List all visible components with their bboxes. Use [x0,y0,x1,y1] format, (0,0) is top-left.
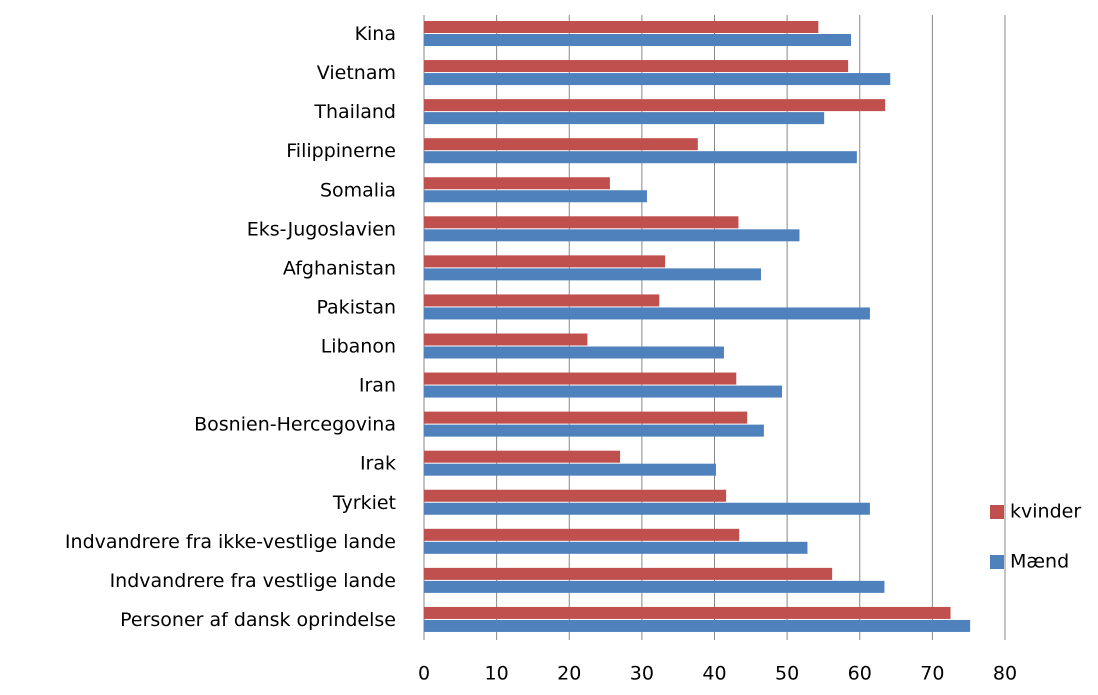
y-tick-label: Personer af dansk oprindelse [120,609,396,631]
bar [424,99,886,112]
bar [424,177,610,190]
legend-swatch [990,505,1004,519]
y-tick-label: Pakistan [316,296,396,318]
bar [424,502,870,515]
y-tick-label: Irak [360,453,396,475]
bar [424,528,740,541]
x-tick-label: 60 [848,663,872,685]
bar [424,138,698,151]
x-tick-label: 10 [485,663,509,685]
y-tick-label: Vietnam [317,62,396,84]
bar [424,567,833,580]
bar [424,580,885,593]
y-tick-label: Thailand [313,101,396,123]
bar [424,112,825,125]
y-tick-label: Afghanistan [283,257,396,279]
bar [424,307,870,320]
bar [424,60,849,73]
bar [424,255,666,268]
y-tick-label: Libanon [321,336,396,358]
y-tick-label: Tyrkiet [332,492,396,514]
y-tick-label: Somalia [320,179,396,201]
bar [424,541,808,554]
y-tick-label: Kina [355,23,396,45]
bar [424,489,727,502]
x-tick-label: 20 [557,663,581,685]
bar [424,346,724,359]
legend-swatch [990,555,1004,569]
bar [424,619,971,632]
bar [424,34,852,46]
legend-label: kvinder [1010,501,1081,523]
bar [424,372,737,385]
bar [424,216,739,229]
bar [424,21,819,33]
x-tick-label: 0 [418,663,430,685]
bar [424,294,660,307]
y-tick-label: Bosnien-Hercegovina [194,414,396,436]
legend-label: Mænd [1010,551,1069,573]
bar [424,190,647,203]
bar [424,268,761,281]
x-tick-label: 80 [993,663,1017,685]
bar [424,450,621,463]
y-tick-label: Indvandrere fra vestlige lande [110,570,396,592]
bar [424,424,764,437]
x-tick-label: 40 [702,663,726,685]
bar [424,333,588,346]
bar [424,463,716,476]
x-tick-label: 30 [630,663,654,685]
y-tick-label: Filippinerne [286,140,396,162]
bar [424,73,891,86]
x-tick-label: 70 [920,663,944,685]
x-tick-label: 50 [775,663,799,685]
bar [424,411,748,424]
bar [424,606,951,619]
bar [424,385,783,398]
y-tick-label: Eks-Jugoslavien [247,218,396,240]
bar [424,151,857,164]
y-tick-label: Indvandrere fra ikke-vestlige lande [65,531,396,553]
bar [424,229,800,242]
y-tick-label: Iran [359,375,396,397]
